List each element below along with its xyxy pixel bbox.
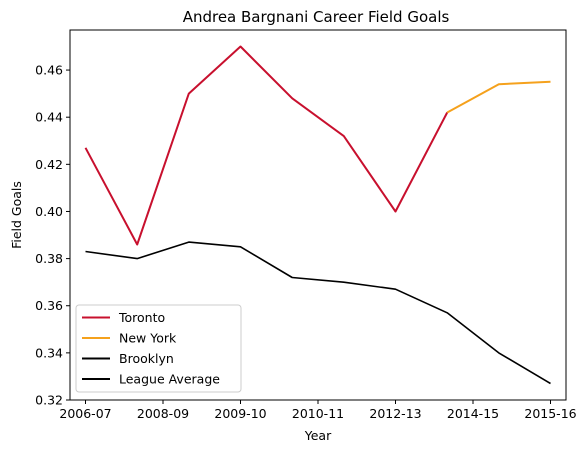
series-line-league-average [85,241,551,385]
x-tick-label: 2009-10 [214,406,266,421]
x-tick-label: 2010-11 [292,406,344,421]
legend-label: Toronto [118,310,165,325]
x-axis: 2006-07 2008-09 2009-10 2010-11 2012-13 2014-… [59,400,577,421]
plot-lines [84,45,551,385]
x-tick-label: 2015-16 [524,406,576,421]
series-line-toronto [84,45,449,246]
legend-label: New York [119,331,177,346]
x-tick-label: 2012-13 [369,406,421,421]
legend: Toronto New York Brooklyn League Average [75,304,242,393]
chart-title: Andrea Bargnani Career Field Goals [183,8,450,26]
legend-box [75,304,242,393]
x-tick-label: 2006-07 [59,406,111,421]
y-tick-label: 0.40 [35,204,63,219]
y-tick-label: 0.44 [35,110,63,125]
x-tick-label: 2014-15 [447,406,499,421]
y-tick-label: 0.32 [35,393,63,408]
y-tick-label: 0.46 [35,63,63,78]
y-axis-label: Field Goals [9,181,24,249]
y-tick-label: 0.36 [35,298,63,313]
series-line-new-york [446,80,551,114]
legend-label: Brooklyn [119,351,174,366]
y-axis: 0.32 0.34 0.36 0.38 0.40 0.42 0.44 0.46 [35,63,70,408]
y-tick-label: 0.38 [35,251,63,266]
y-tick-label: 0.42 [35,157,63,172]
x-tick-label: 2008-09 [137,406,189,421]
x-axis-label: Year [304,428,332,443]
y-tick-label: 0.34 [35,345,63,360]
legend-label: League Average [119,372,220,387]
